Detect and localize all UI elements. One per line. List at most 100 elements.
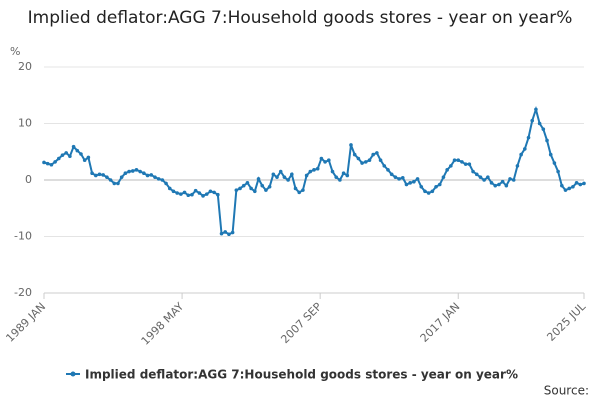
point [197,191,202,195]
point [79,152,83,156]
point [334,175,338,179]
point [345,173,350,178]
point [452,158,457,163]
point [149,173,154,177]
point [500,179,505,184]
point [404,182,409,187]
point [460,160,464,164]
y-tick-label: -20 [14,286,32,299]
point [75,148,80,153]
point [260,183,265,188]
point [437,182,442,187]
point [256,177,261,181]
point [90,171,94,176]
point [241,183,246,188]
point [515,164,520,168]
x-tick-label: 1998 MAY [139,300,187,348]
point [68,154,72,159]
point [193,188,198,193]
point [119,175,124,179]
point [578,182,583,187]
point [482,178,486,182]
point [278,169,283,174]
point [445,168,449,172]
point [415,177,420,181]
point [548,152,553,157]
point [408,181,412,185]
point [308,169,313,174]
y-tick-label: 0 [25,173,32,186]
point [245,181,250,185]
point [467,162,472,166]
point [371,152,375,157]
point [386,168,390,172]
point [349,143,353,147]
point [64,151,68,155]
point [304,173,309,178]
point [97,172,102,177]
point [360,161,364,165]
point [508,177,512,181]
point [504,183,509,188]
point [112,181,117,186]
point [449,164,453,168]
point [253,189,257,194]
point [171,189,176,194]
point [326,158,331,163]
point [430,189,435,194]
point [367,158,372,163]
point [511,178,516,182]
point [164,181,168,186]
point [116,181,120,186]
point [537,121,542,126]
point [190,192,194,197]
x-tick-label: 2007 SEP [278,300,324,346]
point [382,164,387,168]
point [138,169,142,174]
point [179,192,183,196]
point [389,172,394,177]
point [145,173,150,178]
point [42,160,46,165]
point [523,147,527,151]
point [293,186,298,191]
point [560,183,564,188]
point [227,232,231,237]
x-tick-label: 2025 JUL [544,299,588,343]
point [153,175,157,179]
point [375,151,379,155]
point [400,175,405,180]
point [526,135,531,140]
point [319,156,324,161]
point [486,175,490,179]
point [574,181,579,185]
point [478,175,483,179]
point [86,155,91,160]
point [489,181,494,185]
point [275,175,279,179]
x-tick-label: 2017 JAN [418,300,463,345]
point [45,161,50,166]
point [216,192,220,197]
point [286,178,290,182]
point [201,194,205,198]
point [212,190,216,195]
point [204,192,209,196]
point [315,166,320,171]
legend-label: Implied deflator:AGG 7:Household goods s… [85,368,518,382]
point [530,118,535,123]
point [426,191,431,195]
point [378,158,383,163]
point [571,184,575,189]
point [290,172,294,177]
point [264,188,268,192]
point [53,160,57,164]
point [497,182,501,187]
point [127,169,131,174]
point [397,177,401,181]
point [130,169,135,173]
x-tick-label: 1989 JAN [3,300,48,345]
point [493,183,498,188]
